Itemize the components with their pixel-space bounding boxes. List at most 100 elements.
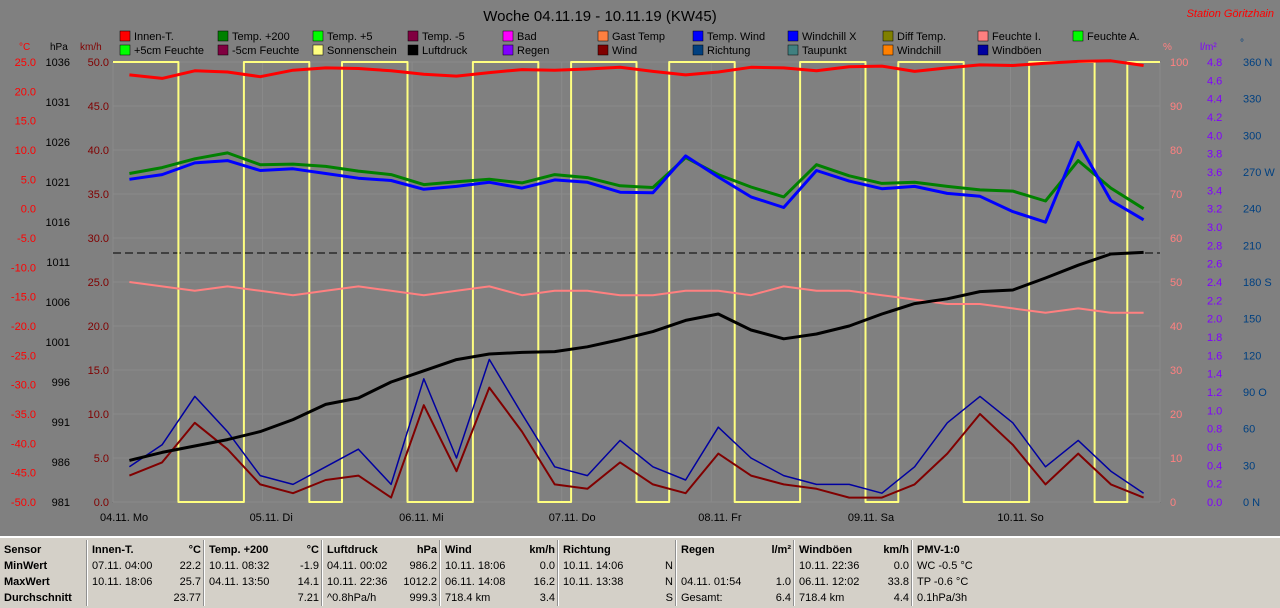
stats-value: 3.4 xyxy=(539,592,555,604)
legend-swatch xyxy=(407,30,419,42)
stats-column: PMV-1:0 WC -0.5 °C TP -0.6 °C 0.1hPa/3h xyxy=(913,542,1040,606)
legend-label: Sonnenschein xyxy=(327,45,397,57)
stats-row: 10.11. 08:32 -1.9 xyxy=(205,558,323,574)
stats-value: 33.8 xyxy=(887,576,909,588)
wind-tick-label: 0.0 xyxy=(94,497,109,509)
series-line-sonnenschein xyxy=(113,61,1160,503)
direction-tick-label: 330 xyxy=(1243,94,1261,106)
x-tick-label: 06.11. Mi xyxy=(399,512,443,524)
stats-row: 04.11. 00:02 986.2 xyxy=(323,558,441,574)
pressure-tick-label: 1006 xyxy=(46,297,70,309)
temp-tick-label: 5.0 xyxy=(21,174,36,186)
stats-value: 7.21 xyxy=(297,592,319,604)
legend-label: Windchill X xyxy=(802,31,857,43)
rain-tick-label: 2.8 xyxy=(1207,240,1222,252)
legend-label: +5cm Feuchte xyxy=(134,45,204,57)
stats-header-title: Temp. +200 xyxy=(209,544,269,556)
stats-value: 0.0 xyxy=(893,560,909,572)
direction-tick-label: 270 W xyxy=(1243,167,1275,179)
stats-column-header: PMV-1:0 xyxy=(913,542,1040,558)
chart-legend: Innen-T. Temp. +200 Temp. +5 Temp. -5 Bad Gas… xyxy=(119,30,1140,57)
stats-row: 10.11. 13:38 N xyxy=(559,574,677,590)
wind-tick-label: 30.0 xyxy=(88,233,109,245)
stats-value: 25.7 xyxy=(179,576,201,588)
rain-tick-label: 3.8 xyxy=(1207,149,1222,161)
temp-tick-label: 10.0 xyxy=(15,145,36,157)
stats-value: 0.0 xyxy=(539,560,555,572)
stats-value: N xyxy=(665,576,673,588)
temp-tick-label: -15.0 xyxy=(11,292,36,304)
legend-swatch xyxy=(597,30,609,42)
direction-tick-label: 210 xyxy=(1243,240,1261,252)
rain-tick-label: 4.4 xyxy=(1207,94,1222,106)
legend-label: Bad xyxy=(517,31,537,43)
rain-tick-label: 1.8 xyxy=(1207,332,1222,344)
temp-tick-label: -45.0 xyxy=(11,468,36,480)
legend-label: Luftdruck xyxy=(422,45,468,57)
x-tick-label: 05.11. Di xyxy=(250,512,293,524)
legend-swatch xyxy=(312,30,324,42)
stats-column: Wind km/h 10.11. 18:06 0.0 06.11. 14:08 16.2 7… xyxy=(441,542,559,606)
stats-row: 04.11. 01:54 1.0 xyxy=(677,574,795,590)
temp-tick-label: 25.0 xyxy=(15,57,36,69)
wind-tick-label: 10.0 xyxy=(88,409,109,421)
stats-value: 1012.2 xyxy=(403,576,437,588)
stats-header-unit: km/h xyxy=(883,544,909,556)
stats-header-title: PMV-1:0 xyxy=(917,544,960,556)
direction-tick-label: 360 N xyxy=(1243,57,1272,69)
stats-header-title: Windböen xyxy=(799,544,853,556)
column-separator xyxy=(793,540,795,606)
stats-value: -1.9 xyxy=(300,560,319,572)
x-tick-label: 07.11. Do xyxy=(549,512,596,524)
pressure-tick-label: 981 xyxy=(52,497,70,509)
temp-tick-label: -20.0 xyxy=(11,321,36,333)
stats-row: 0.1hPa/3h xyxy=(913,590,1040,606)
temp-tick-label: 0.0 xyxy=(21,204,36,216)
stats-header-unit: km/h xyxy=(529,544,555,556)
stats-column-header: Innen-T. °C xyxy=(88,542,205,558)
legend-label: Temp. +200 xyxy=(232,31,290,43)
stats-row: 10.11. 18:06 0.0 xyxy=(441,558,559,574)
humidity-tick-label: 60 xyxy=(1170,233,1182,245)
temp-unit: °C xyxy=(19,42,30,53)
direction-tick-label: 120 xyxy=(1243,350,1261,362)
stats-row: 7.21 xyxy=(205,590,323,606)
humidity-tick-label: 90 xyxy=(1170,101,1182,113)
stats-row-label: MaxWert xyxy=(4,576,50,588)
stats-value: 6.4 xyxy=(775,592,791,604)
pressure-tick-label: 996 xyxy=(52,377,70,389)
legend-label: Taupunkt xyxy=(802,45,847,57)
temp-tick-label: 15.0 xyxy=(15,116,36,128)
direction-tick-label: 300 xyxy=(1243,130,1261,142)
stats-timestamp: 0.1hPa/3h xyxy=(917,592,968,604)
stats-column: Richtung 10.11. 14:06 N 10.11. 13:38 N S xyxy=(559,542,677,606)
x-tick-label: 09.11. Sa xyxy=(848,512,895,524)
legend-swatch xyxy=(882,30,894,42)
temp-tick-label: -50.0 xyxy=(11,497,36,509)
stats-row: 718.4 km 3.4 xyxy=(441,590,559,606)
stats-row-label: MinWert xyxy=(4,560,48,572)
legend-swatch xyxy=(407,44,419,56)
series-line-windchill-x xyxy=(129,140,1145,224)
stats-value: 14.1 xyxy=(297,576,319,588)
column-separator xyxy=(675,540,677,606)
temp-tick-label: -5.0 xyxy=(17,233,36,245)
legend-label: Richtung xyxy=(707,45,750,57)
humidity-tick-label: 70 xyxy=(1170,189,1182,201)
rain-tick-label: 3.6 xyxy=(1207,167,1222,179)
wind-tick-label: 5.0 xyxy=(94,453,109,465)
pressure-tick-label: 1001 xyxy=(46,337,70,349)
temp-tick-label: -30.0 xyxy=(11,380,36,392)
stats-header-title: Sensor xyxy=(4,544,42,556)
stats-row-label: Durchschnitt xyxy=(4,592,72,604)
wind-tick-label: 35.0 xyxy=(88,189,109,201)
x-tick-label: 04.11. Mo xyxy=(100,512,148,524)
stats-value: 999.3 xyxy=(409,592,437,604)
column-separator xyxy=(911,540,913,606)
temp-tick-label: -40.0 xyxy=(11,438,36,450)
stats-row xyxy=(677,558,795,574)
stats-value: 1.0 xyxy=(775,576,791,588)
stats-timestamp: Gesamt: xyxy=(681,592,723,604)
rain-tick-label: 4.6 xyxy=(1207,75,1222,87)
legend-swatch xyxy=(692,44,704,56)
